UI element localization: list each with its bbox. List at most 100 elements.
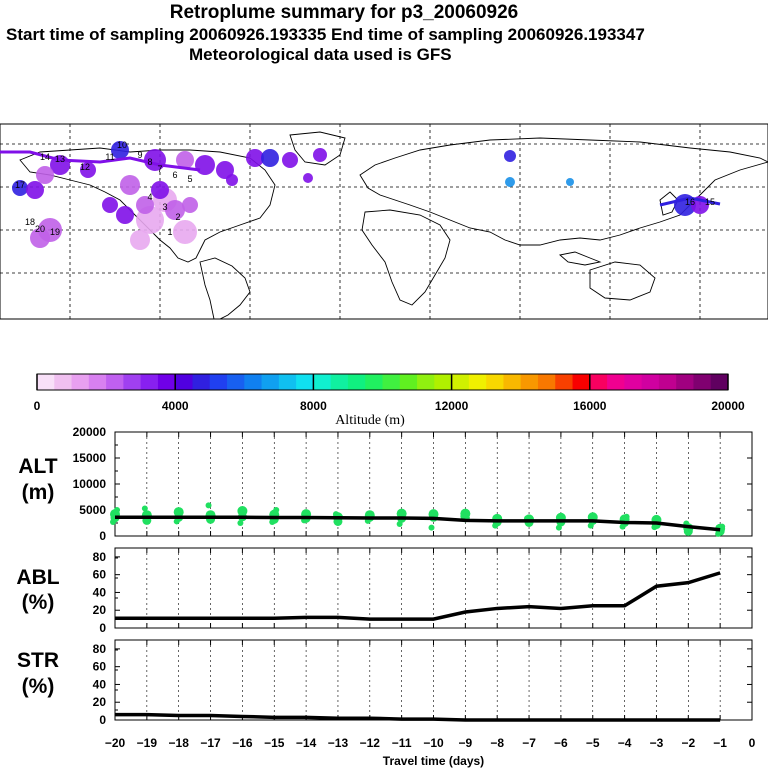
x-tick-label: −12 — [360, 736, 381, 750]
altitude-point — [492, 522, 499, 529]
x-tick-label: −6 — [554, 736, 568, 750]
plume-marker — [505, 177, 515, 187]
x-tick-label: −2 — [681, 736, 695, 750]
plume-marker — [173, 220, 197, 244]
altitude-point — [719, 523, 726, 530]
altitude-point — [273, 507, 280, 513]
colorbar-swatch — [468, 374, 487, 390]
plume-marker — [36, 166, 54, 184]
x-tick-label: −8 — [490, 736, 504, 750]
colorbar-swatch — [209, 374, 228, 390]
altitude-point — [173, 518, 180, 525]
colorbar-swatch — [710, 374, 729, 390]
plume-marker — [102, 197, 118, 213]
x-tick-label: −15 — [264, 736, 285, 750]
colorbar-swatch — [37, 374, 55, 390]
colorbar-swatch — [157, 374, 176, 390]
chart-title: Retroplume summary for p3_20060926 — [169, 2, 519, 23]
y-tick-label: 40 — [93, 677, 107, 691]
altitude-point — [555, 524, 562, 531]
altitude-colorbar: 0 4000 8000 12000 16000 20000 — [34, 373, 745, 413]
plume-day-label: 18 — [25, 217, 35, 227]
y-tick-label: 20000 — [73, 425, 107, 439]
plume-marker — [165, 200, 185, 220]
x-tick-label: −13 — [328, 736, 349, 750]
colorbar-swatch — [313, 374, 332, 390]
x-tick-label: −1 — [713, 736, 727, 750]
y-tick-label: 0 — [99, 713, 106, 727]
plume-day-label: 2 — [175, 212, 180, 222]
y-tick-label: 0 — [99, 621, 106, 635]
coastlines — [19, 131, 768, 320]
colorbar-swatch — [624, 374, 643, 390]
altitude-point — [237, 520, 244, 526]
plume-day-label: 12 — [80, 162, 90, 172]
y-tick-label: 20 — [93, 603, 107, 617]
x-tick-label: −10 — [423, 736, 444, 750]
altitude-point — [428, 524, 435, 531]
x-tick-label: −19 — [137, 736, 158, 750]
colorbar-tick-label: 4000 — [162, 399, 189, 413]
y-tick-label: 60 — [93, 568, 107, 582]
altitude-point — [623, 513, 630, 520]
colorbar-swatch — [693, 374, 712, 390]
altitude-mean-line — [115, 515, 721, 532]
x-tick-label: −11 — [392, 736, 412, 750]
colorbar-swatch — [399, 374, 418, 390]
plume-marker — [303, 173, 313, 183]
colorbar-swatch — [589, 374, 608, 390]
plume-day-label: 9 — [137, 150, 142, 160]
altitude-point — [205, 502, 212, 509]
plume-marker — [120, 175, 140, 195]
x-tick-label: −18 — [169, 736, 190, 750]
plume-marker — [246, 149, 264, 167]
y-tick-label: 80 — [93, 642, 107, 656]
plume-marker — [80, 162, 96, 178]
colorbar-swatch — [175, 374, 193, 390]
plume-day-label: 4 — [147, 192, 152, 202]
plume-marker — [151, 181, 169, 199]
plume-marker — [116, 206, 134, 224]
altitude-point — [110, 518, 116, 525]
colorbar-title: Altitude (m) — [335, 413, 405, 428]
y-tick-label: 80 — [93, 550, 107, 564]
altitude-point — [396, 521, 403, 528]
y-tick-label: 0 — [99, 529, 106, 543]
colorbar-swatch — [88, 374, 107, 390]
colorbar-swatch — [555, 374, 574, 390]
plume-marker — [111, 141, 129, 159]
colorbar-swatch — [192, 374, 211, 390]
altitude-point — [332, 511, 339, 518]
colorbar-swatch — [676, 374, 694, 390]
plume-marker — [176, 151, 194, 169]
panel-ylabel: ALT — [18, 455, 57, 478]
plume-day-label: 20 — [35, 224, 45, 234]
str-series-line — [115, 712, 721, 722]
x-tick-label: −17 — [200, 736, 221, 750]
altitude-point — [651, 524, 658, 531]
altitude-point — [619, 523, 626, 530]
sampling-time: Start time of sampling 20060926.193335 E… — [6, 25, 645, 44]
plume-marker — [26, 181, 44, 199]
plume-marker — [182, 197, 198, 213]
panel-ylabel: (%) — [22, 675, 55, 698]
colorbar-tick-label: 20000 — [711, 399, 745, 413]
plume-day-label: 16 — [685, 197, 695, 207]
x-tick-label: −5 — [586, 736, 600, 750]
plume-marker — [216, 161, 234, 179]
colorbar-swatch — [123, 374, 142, 390]
plume-day-label: 1 — [167, 227, 172, 237]
x-tick-label: −16 — [232, 736, 253, 750]
colorbar-swatch — [641, 374, 660, 390]
plume-day-label: 19 — [50, 227, 60, 237]
y-tick-label: 40 — [93, 585, 107, 599]
colorbar-swatch — [347, 374, 366, 390]
colorbar-swatch — [417, 374, 435, 390]
altitude-point — [587, 522, 594, 529]
plume-day-label: 7 — [157, 164, 162, 174]
y-tick-label: 10000 — [73, 477, 107, 491]
colorbar-swatch — [520, 374, 539, 390]
plume-day-label: 8 — [147, 157, 152, 167]
